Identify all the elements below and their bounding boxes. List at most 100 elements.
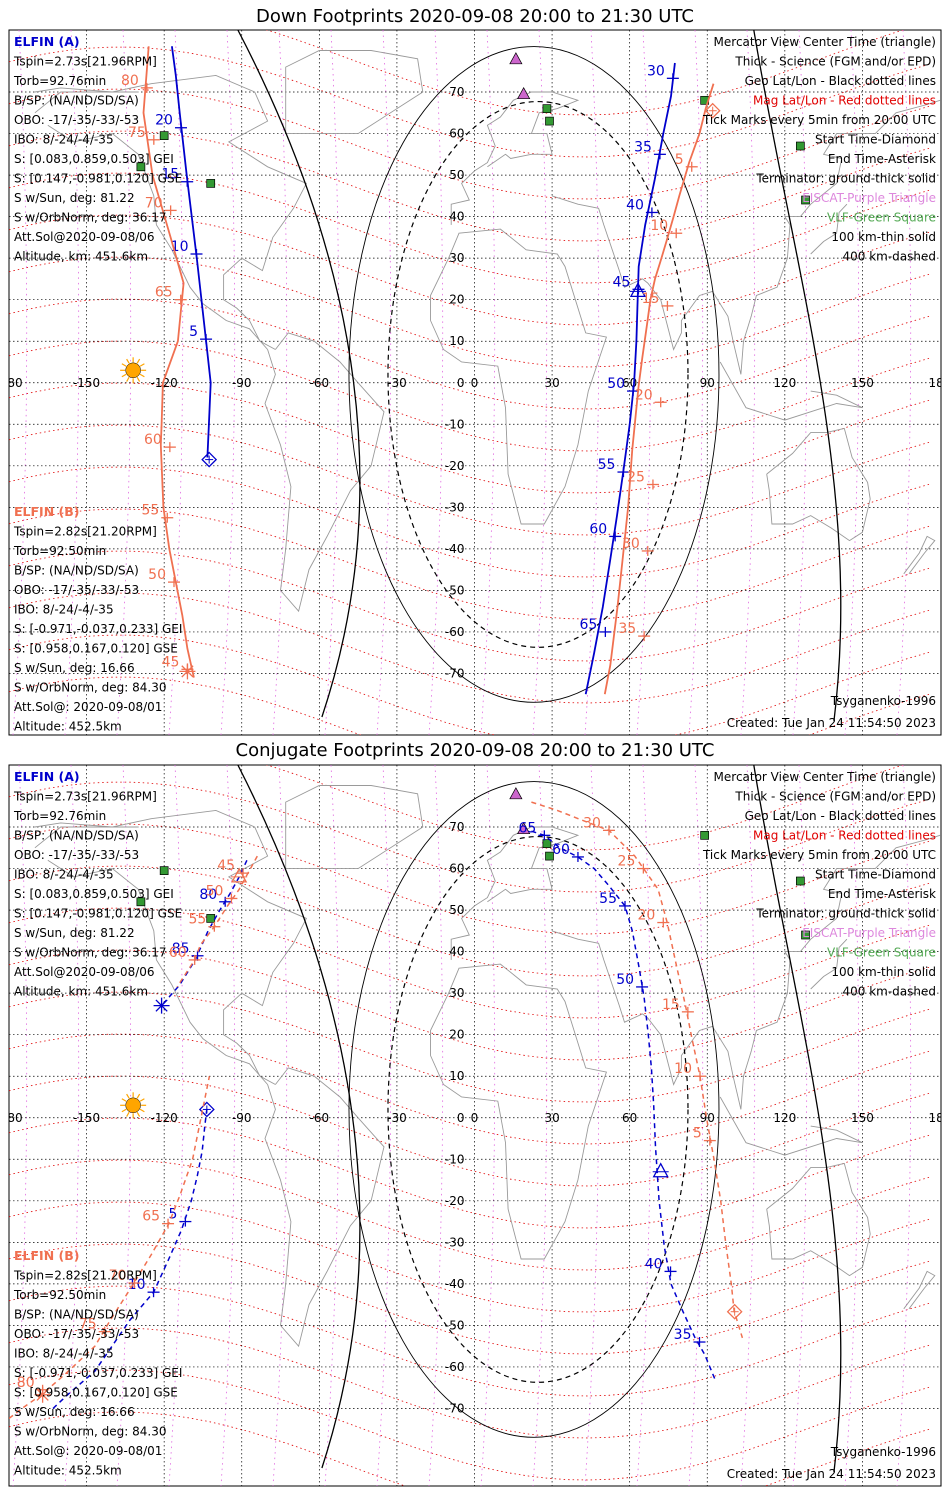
elfin-a-info-line: Torb=92.76min <box>13 809 106 823</box>
sun-icon <box>120 1092 147 1119</box>
tick-label: 35 <box>674 1327 692 1343</box>
coastline <box>264 332 385 613</box>
tick-label: 45 <box>217 858 235 874</box>
mag-lat-line <box>265 30 905 116</box>
mag-lat-line <box>9 1201 930 1313</box>
fov-400km-ellipse <box>387 100 689 648</box>
x-tick-label: -120 <box>151 376 178 390</box>
elfin-a-info-line: OBO: -17/-35/-33/-53 <box>14 848 139 862</box>
y-tick-label: -30 <box>445 1235 465 1249</box>
coastline <box>450 91 580 225</box>
y-tick-label: 50 <box>449 903 464 917</box>
x-tick-label: 30 <box>544 1111 559 1125</box>
coastline <box>450 826 580 960</box>
sun-disc <box>125 362 141 379</box>
legend-line: 400 km-dashed <box>842 250 936 264</box>
elfin-b-info-line: IBO: 8/-24/-4/-35 <box>14 1347 114 1361</box>
tick-label: 60 <box>169 945 187 961</box>
elfin-b-info-line: S w/OrbNorm, deg: 84.30 <box>14 681 166 695</box>
x-tick-label: 0 <box>471 1111 479 1125</box>
tick-label: 50 <box>148 567 166 583</box>
center-triangle-icon <box>652 1162 669 1178</box>
y-tick-label: -70 <box>445 666 465 680</box>
tick-label: 75 <box>79 1317 97 1333</box>
elfin-b-info-line: Torb=92.50min <box>13 544 106 558</box>
coastline <box>285 785 424 870</box>
tick-label: 55 <box>141 503 159 519</box>
tick-label: 30 <box>622 536 640 552</box>
elfin-b-info-line: S w/OrbNorm, deg: 84.30 <box>14 1425 166 1439</box>
legend-line: Mercator View Center Time (triangle) <box>714 770 936 784</box>
x-tick-label: -120 <box>151 1111 178 1125</box>
mag-lat-line <box>9 214 930 326</box>
mag-lat-line <box>9 1285 930 1397</box>
vlf-square-icon <box>700 830 710 840</box>
mag-lat-line <box>9 592 930 704</box>
y-tick-label: 40 <box>449 945 464 959</box>
tick-label: 5 <box>189 324 198 340</box>
vlf-square-icon <box>159 131 169 140</box>
legend-line: Tick Marks every 5min from 20:00 UTC <box>702 113 936 127</box>
panel-title-conjugate: Conjugate Footprints 2020-09-08 20:00 to… <box>235 740 715 761</box>
start-diamond-icon <box>201 451 218 468</box>
y-tick-label: 0 <box>457 1111 465 1125</box>
mag-lat-line <box>9 1369 930 1481</box>
y-tick-label: 10 <box>449 334 464 348</box>
sun-ray <box>121 1108 127 1113</box>
tick-label: 75 <box>128 125 146 141</box>
mag-lat-line <box>9 550 930 662</box>
tick-label: 35 <box>634 139 652 155</box>
elfin-a-info-line: IBO: 8/-24/-4/-35 <box>14 133 114 147</box>
mag-lon-line <box>428 30 444 735</box>
legend-line: Geo Lat/Lon - Black dotted lines <box>745 74 936 88</box>
mag-lat-line <box>9 46 930 158</box>
mag-lon-line <box>428 765 444 1486</box>
tick-label: 65 <box>518 820 536 836</box>
tick-label: 70 <box>109 1268 127 1284</box>
coastline <box>34 809 308 1085</box>
elfin-a-info-line: IBO: 8/-24/-4/-35 <box>14 868 114 882</box>
mag-lat-line <box>9 88 930 200</box>
sun-ray <box>126 358 130 364</box>
y-tick-label: -60 <box>445 625 465 639</box>
y-tick-label: -20 <box>445 1194 465 1208</box>
mag-lat-line <box>9 508 930 620</box>
coastline <box>551 834 941 1110</box>
tick-label: 50 <box>206 883 224 899</box>
eiscat-triangle-icon <box>517 86 531 100</box>
end-asterisk-icon <box>36 1388 49 1401</box>
panel-frame <box>8 764 942 1487</box>
elfin-a-info-line: S: [0.147,-0.981,0.120] GSE <box>14 907 182 921</box>
coastline <box>34 74 308 350</box>
x-tick-label: -180 <box>0 376 23 390</box>
elfin-a-label: ELFIN (A) <box>14 769 80 784</box>
mag-lat-line <box>9 256 930 368</box>
y-tick-label: -20 <box>445 459 465 473</box>
vlf-square-icon <box>206 914 216 923</box>
series-elfin-b: 80 75 70 65 60 55 50 45 30 25 20 15 10 5 <box>9 801 744 1419</box>
elfin-b-info-line: S w/Sun, deg: 16.66 <box>14 1405 135 1419</box>
elfin-b-info-line: OBO: -17/-35/-33/-53 <box>14 1327 139 1341</box>
sun-ray <box>139 1108 145 1113</box>
y-tick-label: 40 <box>449 210 464 224</box>
tick-label: 45 <box>162 654 180 670</box>
elfin-a-info-line: B/SP: (NA/ND/SD/SA) <box>14 94 139 108</box>
mag-lat-line <box>9 634 930 735</box>
coastline <box>430 228 607 525</box>
x-tick-label: -150 <box>73 376 100 390</box>
elfin-a-info-line: S w/Sun, deg: 81.22 <box>14 926 135 940</box>
mag-lon-line <box>272 30 288 735</box>
elfin-b-info-line: S: [0.958,0.167,0.120] GSE <box>14 642 178 656</box>
legend-line: Start Time-Diamond <box>815 868 936 882</box>
x-tick-label: 30 <box>544 376 559 390</box>
coastline <box>285 50 424 135</box>
vlf-square-icon <box>542 104 552 113</box>
y-tick-label: -50 <box>445 1318 465 1332</box>
mag-lon-line <box>740 30 756 735</box>
tick-label: 10 <box>128 1277 146 1293</box>
terminator-line <box>237 30 361 718</box>
legend-line: 400 km-dashed <box>842 985 936 999</box>
tick-label: 20 <box>637 908 655 924</box>
terminator-line <box>753 30 842 722</box>
elfin-a-info-line: Altitude, km: 451.6km <box>14 250 148 264</box>
